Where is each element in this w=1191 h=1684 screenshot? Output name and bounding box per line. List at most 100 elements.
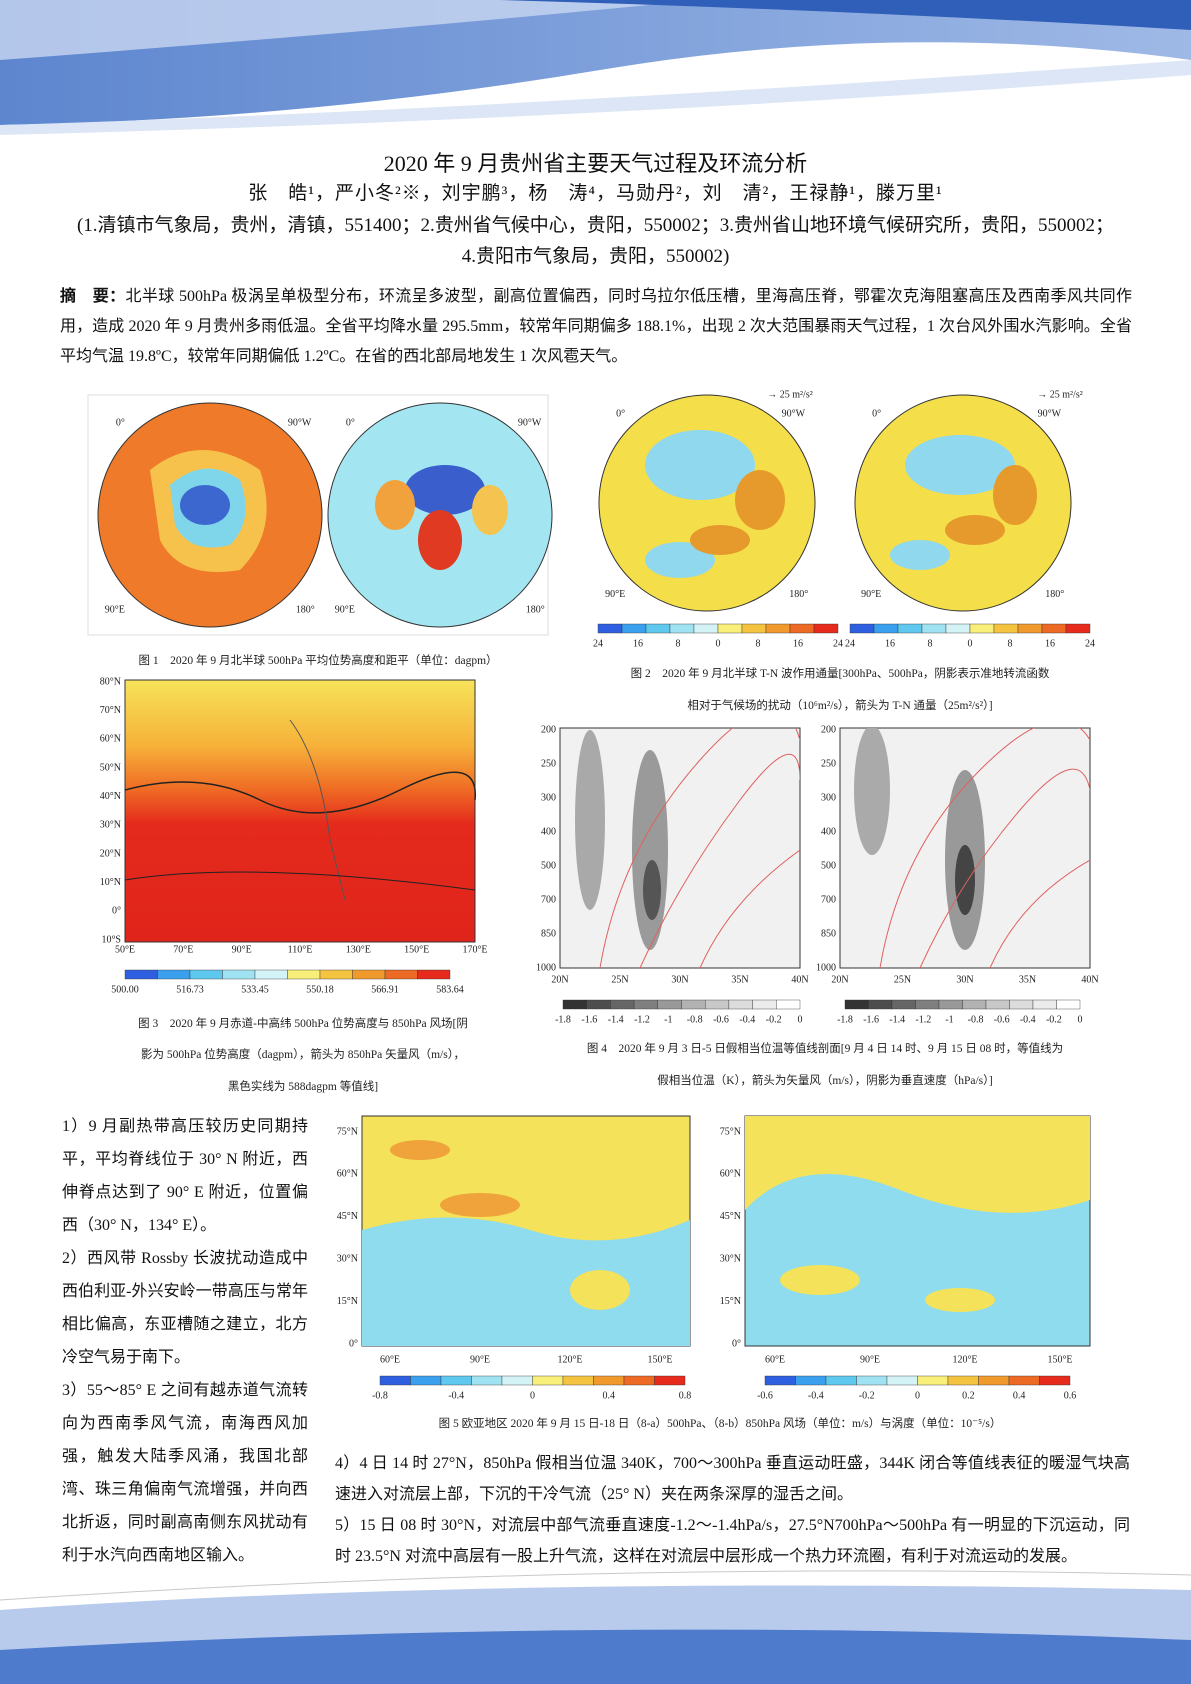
colorbar-label: -1.4 [889,1014,905,1025]
point: 3）55～85° E 之间有越赤道气流转向为西南季风气流，南海西风加强，触发大陆… [62,1382,308,1564]
colorbar-cell [765,623,791,634]
colorbar-cell [886,1375,918,1386]
colorbar-label: 566.91 [371,984,399,995]
y-tick-label: 700 [821,894,836,905]
colorbar-cell [417,969,451,980]
colorbar-cell [921,623,947,634]
colorbar-label: -0.8 [687,1014,703,1025]
colorbar-label: 24 [845,638,855,649]
y-tick-label: 30°N [720,1253,741,1264]
colorbar-cell [410,1375,442,1386]
x-tick-label: 150°E [647,1354,672,1365]
y-tick-label: 10°N [100,877,121,888]
colorbar-cell [705,999,730,1010]
y-tick-label: 50°N [100,762,121,773]
figure4 [559,727,1091,969]
caption: 图 1 2020 年 9 月北半球 500hPa 平均位势高度和距平（单位：da… [138,655,498,667]
y-tick-label: 30°N [100,820,121,831]
y-tick-label: 80°N [100,676,121,687]
colorbar-cell [728,999,753,1010]
colorbar-label: 533.45 [241,984,269,995]
abstract-text: 北半球 500hPa 极涡呈单极型分布，环流呈多波型，副高位置偏西，同时乌拉尔低… [60,288,1132,365]
colorbar-label: 0.4 [603,1390,616,1401]
colorbar-cell [352,969,386,980]
x-tick-label: 30N [956,974,973,985]
map-label: 90°W [518,417,542,428]
map-label: 90°W [288,417,312,428]
footer-decoration [0,1570,1191,1684]
x-tick-label: 150°E [1047,1354,1072,1365]
colorbar-cell [1065,623,1091,634]
colorbar-cell [897,623,923,634]
colorbar-cell [157,969,191,980]
colorbar-cell [868,999,893,1010]
y-tick-label: 70°N [100,705,121,716]
y-tick-label: 850 [541,928,556,939]
map-label: 0° [346,417,355,428]
colorbar-label: 16 [1045,638,1055,649]
colorbar-cell [222,969,256,980]
x-tick-label: 20N [831,974,848,985]
colorbar-cell [633,999,658,1010]
colorbar-label: -1.2 [915,1014,931,1025]
caption: 图 3 2020 年 9 月赤道-中高纬 500hPa 位势高度与 850hPa… [138,1018,468,1030]
x-tick-label: 150°E [404,944,429,955]
colorbar-cell [844,999,869,1010]
y-tick-label: 400 [821,826,836,837]
colorbar-label: 0 [716,638,721,649]
y-tick-label: 200 [821,724,836,735]
colorbar-cell [1041,623,1067,634]
y-tick-label: 850 [821,928,836,939]
x-tick-label: 90°E [232,944,252,955]
colorbar-label: -0.2 [859,1390,875,1401]
map-label: 0° [872,409,881,420]
colorbar-label: 0.2 [962,1390,975,1401]
map-label: 0° [616,409,625,420]
y-tick-label: 60°N [100,734,121,745]
y-tick-label: 500 [541,860,556,871]
y-tick-label: 0° [112,906,121,917]
y-tick-label: 200 [541,724,556,735]
colorbar-cell [993,623,1019,634]
colorbar-cell [254,969,288,980]
y-tick-label: 45°N [337,1211,358,1222]
colorbar-label: 16 [793,638,803,649]
colorbar-cell [1039,1375,1071,1386]
colorbar-cell [532,1375,564,1386]
y-tick-label: 60°N [720,1169,741,1180]
colorbar-label: -0.6 [994,1014,1010,1025]
colorbar-label: -1.8 [837,1014,853,1025]
map-label: 180° [296,604,315,615]
caption: 图 4 2020 年 9 月 3 日-5 日假相当位温等值线剖面[9 月 4 日… [586,1043,1064,1055]
colorbar-cell [1017,623,1043,634]
colorbar-label: -1.6 [581,1014,597,1025]
map-label: 90°W [1038,409,1062,420]
caption: 影为 500hPa 位势高度（dagpm），箭头为 850hPa 矢量风（m/s… [141,1049,465,1061]
colorbar-label: -0.6 [713,1014,729,1025]
colorbar-label: 8 [1008,638,1013,649]
colorbar-cell [962,999,987,1010]
colorbar-label: 0 [798,1014,803,1025]
map-label: 90°W [782,409,806,420]
colorbar-cell [384,969,418,980]
colorbar-cell [379,1375,411,1386]
colorbar-cell [654,1375,686,1386]
colorbar-label: 0 [968,638,973,649]
caption: 图 2 2020 年 9 月北半球 T-N 波作用通量[300hPa、500hP… [630,668,1050,680]
colorbar-cell [693,623,719,634]
colorbar-label: 0 [1078,1014,1083,1025]
map-label: 90°E [861,589,881,600]
colorbar-cell [623,1375,655,1386]
y-tick-label: 75°N [337,1126,358,1137]
colorbar-label: 0.4 [1013,1390,1026,1401]
x-tick-label: 40N [1081,974,1098,985]
colorbar-cell [947,1375,979,1386]
point: 2）西风带 Rossby 长波扰动造成中西伯利亚-外兴安岭一带高压与常年相比偏高… [62,1250,308,1366]
x-tick-label: 170°E [462,944,487,955]
colorbar-label: 8 [928,638,933,649]
abstract-label: 摘 要： [60,288,126,305]
caption: 相对于气候场的扰动（10⁶m²/s），箭头为 T-N 通量（25m²/s²）] [687,700,993,712]
colorbar-cell [856,1375,888,1386]
x-tick-label: 120°E [557,1354,582,1365]
